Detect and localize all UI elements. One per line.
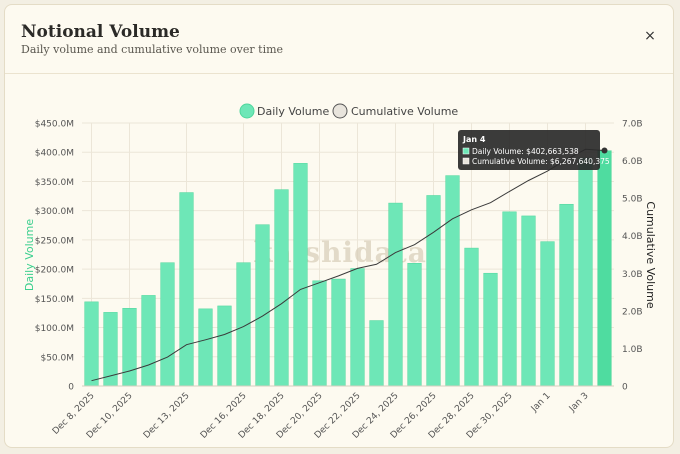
right-tick-label: 6.0B [622,157,643,167]
right-axis-title: Cumulative Volume [644,201,657,308]
legend-cumulative-swatch[interactable] [332,103,348,119]
right-tick-label: 7.0B [622,120,643,130]
left-tick-label: $350.0M [35,178,74,188]
left-tick-label: $100.0M [35,324,74,334]
daily-volume-bar [578,157,593,387]
daily-volume-bar [255,224,270,387]
daily-volume-bar [426,195,441,387]
tooltip: Jan 4 Daily Volume: $402,663,538 Cumulat… [458,130,610,170]
close-icon[interactable]: × [644,28,656,44]
left-tick-label: $450.0M [35,120,74,130]
daily-volume-bar [198,308,213,387]
right-tick-label: 5.0B [622,195,643,205]
tooltip-box [458,130,600,170]
daily-volume-bar [502,211,517,387]
daily-volume-bar [597,150,612,387]
tooltip-daily-value: Daily Volume: $402,663,538 [472,147,579,156]
right-tick-label: 3.0B [622,270,643,280]
daily-volume-bar [160,262,175,387]
daily-volume-bar [141,295,156,387]
daily-volume-bar [312,280,327,387]
daily-volume-bar [464,247,479,387]
daily-volume-bar [407,263,422,387]
daily-volume-bar [483,272,498,387]
left-tick-label: $200.0M [35,266,74,276]
daily-volume-bar [559,203,574,387]
tooltip-cumulative-swatch [462,157,470,165]
left-tick-label: $250.0M [35,236,74,246]
daily-volume-bar [179,192,194,387]
left-tick-label: $50.0M [40,353,74,363]
daily-volume-bars [84,150,612,387]
left-tick-label: $300.0M [35,207,74,217]
daily-volume-bar [331,278,346,387]
daily-volume-bar [350,268,365,387]
right-tick-label: 0 [622,383,628,393]
right-tick-label: 4.0B [622,232,643,242]
legend-daily-label[interactable]: Daily Volume [257,105,329,118]
right-tick-label: 1.0B [622,345,643,355]
daily-volume-bar [293,163,308,387]
tooltip-title: Jan 4 [462,135,486,144]
cumulative-highlight-point [601,147,608,154]
legend-daily-swatch[interactable] [239,103,255,119]
card-header: Notional Volume Daily volume and cumulat… [5,5,673,74]
legend-cumulative-label[interactable]: Cumulative Volume [351,105,458,118]
x-tick-label: Jan 1 [529,391,553,415]
daily-volume-bar [445,175,460,387]
left-tick-label: $400.0M [35,149,74,159]
daily-volume-bar [388,202,403,387]
left-axis-title: Daily Volume [23,219,36,291]
left-tick-label: $150.0M [35,295,74,305]
x-tick-label: Jan 3 [567,391,591,415]
legend: Daily Volume Cumulative Volume [239,103,458,119]
daily-volume-bar [521,215,536,387]
tooltip-cumulative-value: Cumulative Volume: $6,267,640,375 [472,157,610,166]
daily-volume-bar [369,320,384,387]
tooltip-daily-swatch [462,147,470,155]
card-subtitle: Daily volume and cumulative volume over … [21,43,284,56]
right-tick-label: 2.0B [622,307,643,317]
left-tick-label: 0 [68,383,74,393]
daily-volume-bar [84,301,99,387]
daily-volume-bar [274,189,289,387]
daily-volume-bar [122,308,137,387]
cumulative-volume-line [91,148,605,382]
x-tick-label: Dec 13, 2025 [142,391,192,441]
card-title: Notional Volume [21,22,180,42]
daily-volume-bar [540,241,555,387]
daily-volume-bar [217,305,232,387]
